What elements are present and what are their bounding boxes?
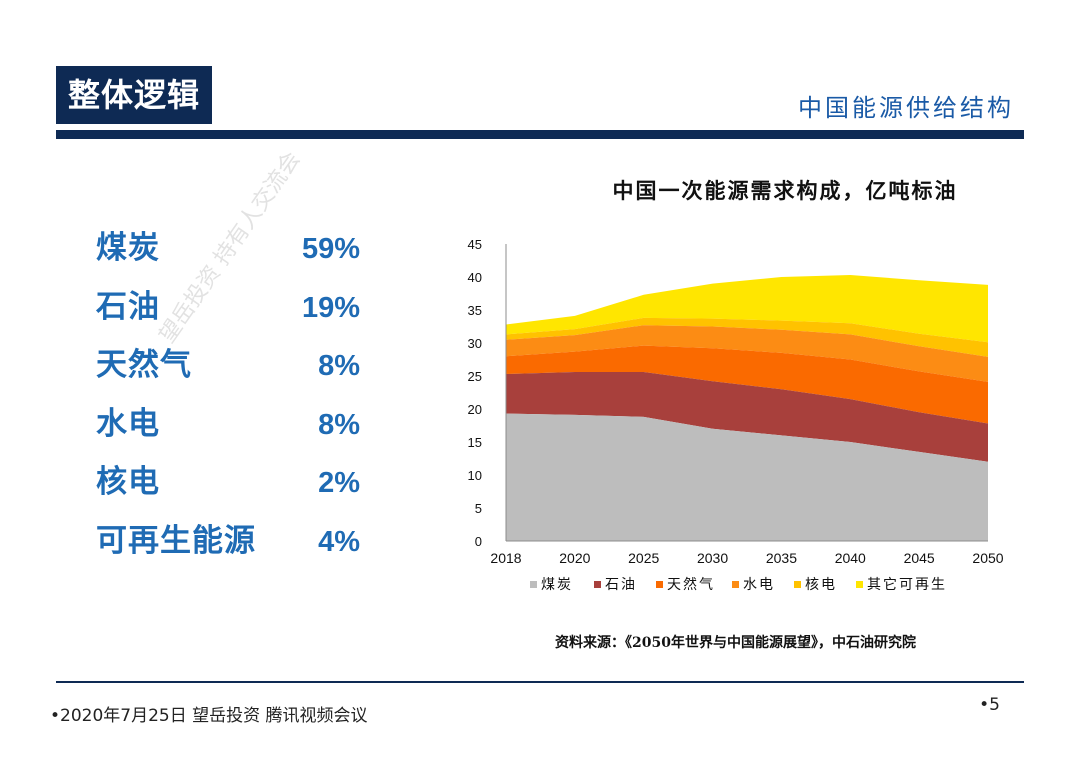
stat-value: 59% xyxy=(301,233,360,265)
legend-swatch xyxy=(732,581,739,588)
area-series-5 xyxy=(506,275,988,343)
legend-swatch xyxy=(794,581,801,588)
area-series-0 xyxy=(506,413,988,541)
stat-label: 核电 xyxy=(96,464,160,500)
y-tick-label: 30 xyxy=(468,336,482,351)
legend-label: 天然气 xyxy=(667,576,715,593)
stat-row-renewable: 可再生能源 4% xyxy=(96,515,376,574)
legend-swatch xyxy=(656,581,663,588)
legend-label: 其它可再生 xyxy=(867,576,947,593)
y-tick-label: 40 xyxy=(468,270,482,285)
stat-label: 可再生能源 xyxy=(96,522,256,559)
source-note: 资料来源：《2050年世界与中国能源展望》，中石油研究院 xyxy=(555,635,916,651)
stat-value: 2% xyxy=(318,467,360,499)
area-series-4 xyxy=(506,317,988,357)
y-tick-label: 25 xyxy=(468,369,482,384)
legend-label: 水电 xyxy=(743,577,775,593)
stat-label: 天然气 xyxy=(96,347,192,383)
stat-value: 8% xyxy=(318,408,360,441)
x-tick-label: 2045 xyxy=(904,550,935,566)
legend-label: 核电 xyxy=(805,577,837,593)
stat-row-coal: 煤炭 59% xyxy=(96,222,376,281)
x-tick-label: 2035 xyxy=(766,550,797,566)
footer-date: •2020年7月25日 望岳投资 腾讯视频会议 xyxy=(50,706,368,726)
footer-divider xyxy=(56,681,1024,683)
area-series-2 xyxy=(506,345,988,424)
y-tick-label: 15 xyxy=(468,435,482,450)
legend-swatch xyxy=(530,581,537,588)
y-tick-label: 0 xyxy=(475,534,482,549)
area-series-1 xyxy=(506,372,988,462)
x-tick-label: 2018 xyxy=(490,550,521,566)
slide-subtitle: 中国能源供给结构 xyxy=(798,94,1014,122)
x-tick-label: 2040 xyxy=(835,550,866,566)
x-tick-label: 2025 xyxy=(628,550,659,566)
area-series-3 xyxy=(506,325,988,382)
stat-label: 煤炭 xyxy=(96,230,160,266)
y-tick-label: 20 xyxy=(468,402,482,417)
stat-label: 石油 xyxy=(96,288,160,325)
y-tick-label: 10 xyxy=(468,468,482,483)
stat-value: 19% xyxy=(301,291,360,324)
x-tick-label: 2050 xyxy=(972,550,1003,566)
legend-swatch xyxy=(594,581,601,588)
x-tick-label: 2020 xyxy=(559,550,590,566)
legend-label: 石油 xyxy=(605,577,637,593)
stat-value: 4% xyxy=(318,525,360,558)
y-tick-label: 45 xyxy=(468,237,482,252)
x-tick-label: 2030 xyxy=(697,550,728,566)
stat-row-oil: 石油 19% xyxy=(96,281,376,340)
y-tick-label: 5 xyxy=(475,501,482,516)
stat-row-gas: 天然气 8% xyxy=(96,339,376,398)
stat-value: 8% xyxy=(318,350,360,382)
y-tick-label: 35 xyxy=(468,303,482,318)
chart-title: 中国一次能源需求构成，亿吨标油 xyxy=(612,178,958,203)
stat-label: 水电 xyxy=(96,405,160,442)
slide-title: 整体逻辑 xyxy=(56,66,213,124)
legend-swatch xyxy=(856,581,863,588)
page-number: •5 xyxy=(979,695,1000,715)
energy-share-list: 煤炭 59% 石油 19% 天然气 8% 水电 8% 核电 2% 可再生能源 4… xyxy=(96,222,376,573)
header-divider xyxy=(56,130,1024,139)
legend-label: 煤炭 xyxy=(541,577,573,593)
stat-row-nuclear: 核电 2% xyxy=(96,456,376,515)
stat-row-hydro: 水电 8% xyxy=(96,398,376,457)
